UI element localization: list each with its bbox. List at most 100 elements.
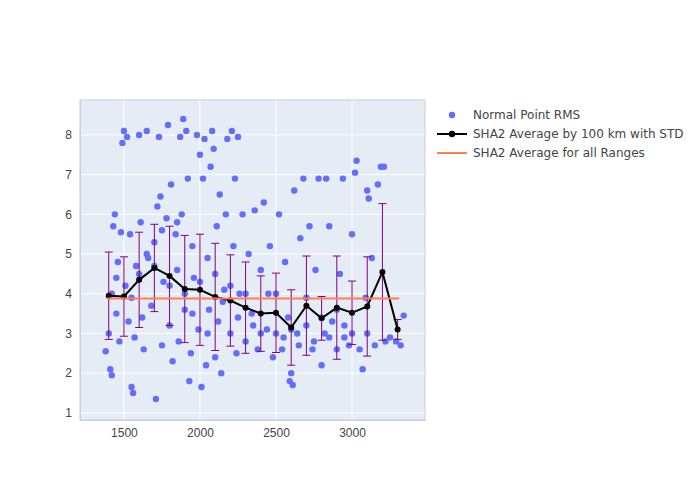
point [180, 116, 186, 122]
error-cap [196, 345, 204, 346]
point [359, 366, 365, 372]
point [174, 267, 180, 273]
point [204, 330, 210, 336]
point [113, 275, 119, 281]
error-bar [242, 262, 250, 353]
point [297, 235, 303, 241]
point [369, 255, 375, 261]
error-cap [211, 243, 219, 244]
point [236, 291, 242, 297]
tick: 2500 [263, 420, 290, 440]
point [109, 372, 115, 378]
point [121, 128, 127, 134]
point [112, 211, 118, 217]
point [276, 211, 282, 217]
error-cap [105, 252, 113, 253]
error-bar [166, 226, 174, 325]
chart: 150020002500300012345678Normal Point RMS… [0, 0, 700, 500]
error-bar [181, 235, 189, 342]
point [113, 310, 119, 316]
point [340, 175, 346, 181]
point [210, 146, 216, 152]
tick-label: 3 [65, 327, 72, 341]
point [209, 128, 215, 134]
error-cap [196, 234, 204, 235]
legend-symbol [449, 112, 455, 118]
point [136, 132, 142, 138]
point [245, 251, 251, 257]
point [144, 251, 150, 257]
point [311, 338, 317, 344]
point [118, 229, 124, 235]
error-cap [348, 344, 356, 345]
error-cap [166, 226, 174, 227]
point [397, 342, 403, 348]
legend-label: SHA2 Average by 100 km with STD [473, 127, 684, 141]
error-bar [318, 297, 326, 341]
point [353, 158, 359, 164]
line-marker [319, 315, 325, 321]
point [159, 227, 165, 233]
grid-line [123, 100, 124, 420]
line-marker [303, 303, 309, 309]
point [139, 314, 145, 320]
point [194, 132, 200, 138]
tick-label: 2 [65, 366, 72, 380]
error-bar [378, 204, 386, 341]
point [233, 350, 239, 356]
error-bar [257, 276, 265, 351]
point [197, 152, 203, 158]
point [172, 231, 178, 237]
grid-line [275, 100, 276, 420]
point [175, 338, 181, 344]
point [285, 314, 291, 320]
point [366, 195, 372, 201]
point [122, 283, 128, 289]
point [337, 271, 343, 277]
tick: 8 [65, 128, 80, 142]
point [294, 330, 300, 336]
point [119, 140, 125, 146]
point [326, 223, 332, 229]
tick-label: 3000 [339, 426, 366, 440]
point [110, 223, 116, 229]
legend-label: SHA2 Average for all Ranges [473, 146, 645, 160]
point [356, 346, 362, 352]
series [102, 116, 406, 402]
point [189, 310, 195, 316]
error-cap [394, 339, 402, 340]
error-cap [302, 256, 310, 257]
line-marker [395, 326, 401, 332]
error-cap [363, 256, 371, 257]
y-axis: 12345678 [65, 101, 80, 421]
point [265, 291, 271, 297]
line-marker [167, 273, 173, 279]
error-cap [272, 352, 280, 353]
point [280, 334, 286, 340]
point [318, 362, 324, 368]
error-cap [333, 256, 341, 257]
point [264, 326, 270, 332]
error-bar [287, 290, 295, 365]
error-bar [196, 234, 204, 345]
error-cap [135, 232, 143, 233]
point [221, 287, 227, 293]
point [267, 243, 273, 249]
x-axis: 1500200025003000 [81, 420, 426, 440]
point [235, 134, 241, 140]
plot-frame [80, 100, 425, 420]
point [224, 136, 230, 142]
error-cap [242, 353, 250, 354]
tick: 7 [65, 168, 80, 182]
point [201, 136, 207, 142]
point [133, 263, 139, 269]
point [144, 128, 150, 134]
point [230, 243, 236, 249]
point [179, 211, 185, 217]
point [352, 169, 358, 175]
point [323, 175, 329, 181]
line-marker [334, 305, 340, 311]
legend-symbol [437, 152, 467, 154]
point [329, 318, 335, 324]
line-marker [151, 265, 157, 271]
